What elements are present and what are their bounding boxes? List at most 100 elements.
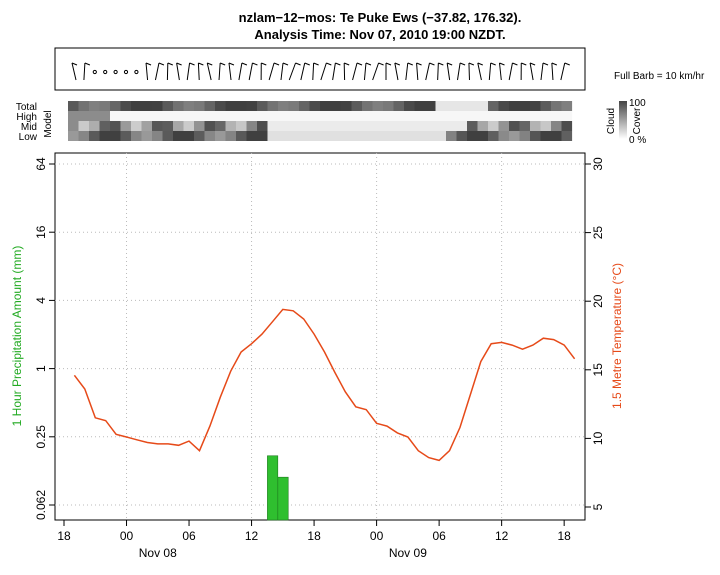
cloud-cell — [99, 111, 111, 121]
cloud-cell — [225, 121, 237, 131]
cloud-cell — [141, 121, 153, 131]
cloud-cell — [68, 101, 79, 111]
wind-barb-flag — [158, 62, 165, 66]
cloud-cell — [215, 111, 226, 121]
cloud-cell — [309, 131, 321, 141]
wind-barb-flag — [378, 62, 384, 66]
cloud-cell — [299, 111, 310, 121]
cloud-cell — [194, 121, 205, 131]
cloud-cell — [498, 131, 510, 141]
wind-barb-icon — [248, 62, 253, 81]
wind-barb-icon — [394, 62, 399, 81]
right-tick-label: 20 — [591, 294, 605, 308]
cloud-cell — [120, 101, 132, 111]
cloud-cell — [173, 111, 184, 121]
cloud-cell — [435, 131, 447, 141]
cloud-cell — [446, 121, 457, 131]
cloud-cell — [477, 111, 489, 121]
wind-barb-flag — [273, 62, 280, 66]
precip-bar — [277, 476, 289, 521]
wind-legend: Full Barb = 10 km/hr — [614, 71, 705, 82]
cloud-label-high: High — [16, 112, 37, 123]
cloud-cell — [225, 101, 237, 111]
cloud-cell — [540, 131, 552, 141]
wind-barb-flag — [295, 62, 301, 66]
cloud-cell — [320, 111, 331, 121]
cloud-cell — [551, 101, 562, 111]
cloud-cell — [236, 111, 247, 121]
cloud-cell — [120, 131, 132, 141]
wind-barb-icon — [300, 62, 306, 81]
wind-barb-flag — [219, 62, 226, 66]
cloud-cell — [519, 111, 531, 121]
cloud-cell — [425, 121, 436, 131]
cloud-legend-bar — [619, 101, 627, 139]
cloud-cell — [141, 111, 153, 121]
wind-barb-flag — [394, 62, 401, 66]
cloud-cell — [509, 131, 520, 141]
cloud-cell — [519, 131, 531, 141]
cloud-cell — [204, 121, 216, 131]
chart-title-line1: nzlam−12−mos: Te Puke Ews (−37.82, 176.3… — [239, 10, 522, 25]
cloud-cell — [78, 111, 90, 121]
cloud-cell — [519, 101, 531, 111]
cloud-cell — [383, 121, 394, 131]
cloud-cell — [330, 121, 342, 131]
cloud-cell — [278, 121, 289, 131]
cloud-cell — [194, 131, 205, 141]
cloud-cell — [341, 101, 352, 111]
wind-barb-icon — [457, 62, 461, 81]
cloud-cell — [446, 101, 457, 111]
cloud-cell — [467, 121, 478, 131]
cloud-cell — [299, 101, 310, 111]
right-tick-label: 5 — [591, 503, 605, 510]
wind-barb-flag — [529, 62, 536, 66]
wind-barb-flag — [542, 62, 549, 66]
cloud-cell — [540, 121, 552, 131]
cloud-cell — [341, 111, 352, 121]
wind-barbs — [71, 62, 570, 81]
cloud-cell — [393, 131, 405, 141]
cloud-cell — [561, 101, 573, 111]
cloud-cell — [404, 131, 415, 141]
cloud-cell — [488, 131, 499, 141]
cloud-model-label: Model — [43, 110, 54, 137]
cloud-cell — [288, 111, 300, 121]
wind-barb-flag — [189, 62, 195, 66]
cloud-cell — [89, 131, 100, 141]
cloud-cell — [393, 121, 405, 131]
wind-barb-icon — [446, 62, 451, 81]
cloud-cell — [435, 121, 447, 131]
cloud-cell — [488, 121, 499, 131]
cloud-cell — [257, 111, 268, 121]
temperature-line — [73, 308, 576, 462]
cloud-cell — [320, 131, 331, 141]
cloud-cell — [393, 101, 405, 111]
wind-barb-flag — [282, 62, 289, 66]
cloud-cell — [152, 121, 163, 131]
plot-frame — [54, 152, 586, 521]
cloud-cell — [467, 111, 478, 121]
cloud-cell — [477, 131, 489, 141]
wind-barb-flag — [252, 62, 258, 66]
wind-barb-icon — [280, 62, 284, 81]
cloud-cell — [372, 111, 384, 121]
cloud-cell — [456, 111, 468, 121]
cloud-cell — [120, 111, 132, 121]
cloud-cell — [435, 111, 447, 121]
cloud-cell — [225, 131, 237, 141]
cloud-cell — [299, 131, 310, 141]
cloud-cell — [414, 121, 426, 131]
cloud-legend-title: Cloud — [606, 108, 617, 134]
cloud-cell — [414, 101, 426, 111]
cloud-cell — [362, 101, 373, 111]
cloud-cell — [267, 101, 279, 111]
wind-barb-icon — [332, 62, 336, 81]
cloud-cell — [341, 131, 352, 141]
cloud-cell — [131, 121, 142, 131]
cloud-cell — [404, 101, 415, 111]
wind-barb-icon — [551, 62, 554, 81]
cloud-cell — [488, 101, 499, 111]
wind-barb-flag — [304, 62, 310, 66]
cloud-cell — [162, 111, 174, 121]
